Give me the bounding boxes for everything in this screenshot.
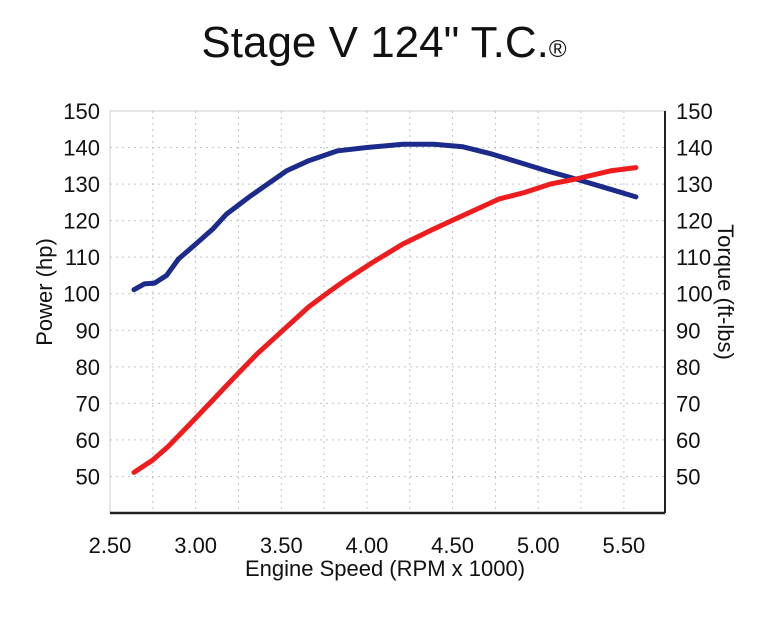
y-tick-label-right: 60 (676, 428, 700, 453)
y-tick-label-left: 50 (76, 464, 100, 489)
y-tick-label-left: 150 (63, 99, 100, 124)
y-tick-label-right: 150 (676, 99, 713, 124)
y-tick-label-right: 140 (676, 136, 713, 161)
series-line-1 (131, 165, 639, 475)
y-tick-label-left: 140 (63, 136, 100, 161)
y-tick-label-right: 120 (676, 209, 713, 234)
y-tick-label-left: 120 (63, 209, 100, 234)
y-tick-label-right: 100 (676, 282, 713, 307)
x-tick-label: 3.00 (174, 533, 217, 558)
y-tick-label-right: 110 (676, 245, 711, 270)
chart-title-text: Stage V 124" T.C. (201, 18, 549, 67)
series-group (131, 141, 639, 475)
y-tick-label-right: 90 (676, 318, 700, 343)
series-line-0 (131, 141, 639, 293)
y-tick-label-right: 70 (676, 391, 700, 416)
y-tick-label-right: 50 (676, 464, 700, 489)
y-tick-label-left: 90 (76, 318, 100, 343)
chart-title: Stage V 124" T.C.® (0, 18, 768, 68)
x-tick-label: 4.50 (431, 533, 474, 558)
y-tick-label-right: 130 (676, 172, 713, 197)
registered-mark: ® (548, 36, 567, 63)
y-axis-label-left: Power (hp) (32, 238, 57, 346)
y-tick-label-left: 100 (63, 282, 100, 307)
y-tick-label-left: 60 (76, 428, 100, 453)
y-axis-label-right: Torque (ft-lbs) (713, 224, 738, 360)
ticks: 2.50 3.00 3.50 4.00 4.50 5.00 5.50 50 50 60 60 70 70… (63, 99, 712, 558)
x-axis-label: Engine Speed (RPM x 1000) (245, 556, 525, 581)
grid (110, 110, 665, 513)
x-tick-label: 2.50 (89, 533, 132, 558)
x-tick-label: 5.00 (517, 533, 560, 558)
y-tick-label-left: 70 (76, 391, 100, 416)
y-tick-label-left: 130 (63, 172, 100, 197)
x-tick-label: 5.50 (602, 533, 645, 558)
x-tick-label: 4.00 (346, 533, 389, 558)
x-tick-label: 3.50 (260, 533, 303, 558)
y-tick-label-left: 80 (76, 355, 100, 380)
y-tick-label-left: 110 (65, 245, 100, 270)
plot-frame (109, 110, 666, 514)
y-tick-label-right: 80 (676, 355, 700, 380)
